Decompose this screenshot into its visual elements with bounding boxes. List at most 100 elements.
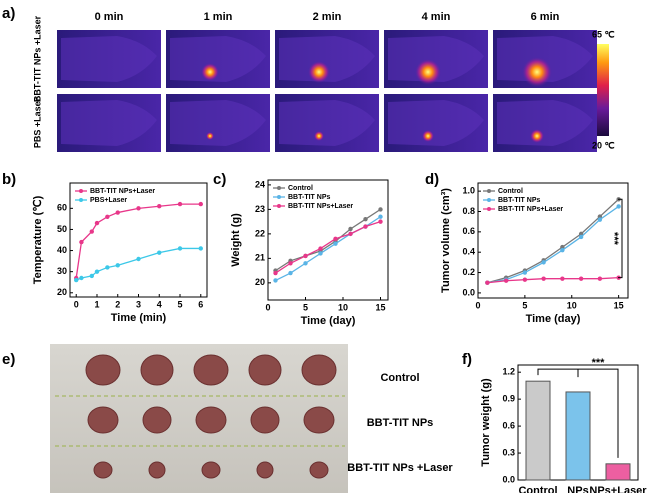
- thermal-images: 0 min 1 min 2 min 4 min 6 min BBT-TIT NPs +La…: [32, 11, 615, 152]
- y-tick-label: 20: [57, 287, 67, 297]
- x-tick-label: 6: [198, 299, 203, 309]
- hot-spot: [314, 131, 324, 141]
- x-axis-label: Time (day): [301, 315, 356, 327]
- data-point: [136, 256, 141, 262]
- data-point: [94, 220, 100, 226]
- data-point: [597, 276, 603, 281]
- x-tick-label: 3: [136, 299, 141, 309]
- data-point: [273, 278, 278, 283]
- series-line: [75, 247, 201, 281]
- mouse-outline: [497, 100, 593, 146]
- series-line: [275, 221, 381, 274]
- data-point: [522, 277, 528, 282]
- y-tick-label: 0.6: [462, 226, 475, 236]
- hot-spot: [522, 57, 552, 87]
- x-tick-label: NPs: [567, 485, 588, 493]
- legend-label: BBT-TIT NPs+Laser: [90, 188, 155, 195]
- mouse-outline: [279, 36, 375, 82]
- data-point: [79, 275, 84, 281]
- data-point: [560, 247, 565, 253]
- significance-bracket: [618, 198, 623, 279]
- tumors: [85, 354, 337, 479]
- y-tick-label: 23: [255, 204, 265, 214]
- y-tick-label: 0.9: [502, 394, 515, 404]
- data-point: [89, 273, 94, 279]
- series-line: [487, 198, 620, 284]
- legend-label: Control: [288, 185, 313, 192]
- data-point: [522, 270, 528, 275]
- legend-label: PBS+Laser: [90, 197, 127, 204]
- tumor: [250, 406, 280, 434]
- tumor: [195, 406, 227, 434]
- time-label: 1 min: [204, 11, 233, 23]
- data-point: [541, 260, 546, 265]
- legend-marker: [277, 204, 281, 208]
- tumor: [140, 354, 174, 386]
- x-tick-label: 5: [178, 299, 183, 309]
- legend-marker: [487, 207, 491, 211]
- x-tick-label: 4: [157, 299, 162, 309]
- data-point: [616, 204, 621, 209]
- hot-spot: [530, 129, 544, 143]
- series-line: [275, 208, 381, 272]
- mouse-outline: [61, 100, 157, 146]
- data-point: [157, 250, 162, 255]
- time-label: 4 min: [422, 11, 451, 23]
- panel-letter: f): [462, 351, 472, 368]
- mouse-outline: [388, 36, 484, 82]
- x-tick-label: 5: [303, 302, 308, 312]
- row-label: BBT-TIT NPs: [367, 417, 434, 429]
- y-tick-label: 20: [255, 277, 265, 287]
- row-label: PBS +Laser: [32, 97, 42, 148]
- y-tick-label: 40: [57, 245, 67, 255]
- tumor: [85, 354, 121, 386]
- data-point: [560, 244, 565, 250]
- y-tick-label: 30: [57, 266, 67, 276]
- mouse-outline: [497, 36, 593, 82]
- y-tick-label: 0.8: [462, 206, 475, 216]
- x-tick-label: 0: [265, 302, 270, 312]
- tumor: [248, 354, 282, 386]
- colorbar-label: 65 ℃: [592, 29, 615, 39]
- y-tick-label: 0.6: [502, 420, 515, 430]
- data-point: [105, 265, 110, 270]
- tumor: [87, 406, 119, 434]
- x-tick-label: 10: [567, 300, 577, 310]
- bar: [525, 380, 551, 481]
- data-point: [318, 246, 323, 251]
- data-point: [303, 253, 308, 259]
- plot-frame: [267, 179, 389, 301]
- data-point: [105, 214, 110, 219]
- hot-spot: [308, 61, 330, 83]
- legend-marker: [487, 189, 491, 193]
- tumor: [193, 354, 229, 386]
- data-point: [74, 277, 79, 283]
- mouse-outline: [279, 100, 375, 146]
- tumor: [142, 406, 172, 434]
- y-axis-label: Tumor volume (cm³): [440, 188, 452, 293]
- panel-letter: d): [425, 171, 439, 188]
- data-point: [177, 201, 183, 207]
- data-point: [115, 210, 120, 215]
- data-point: [378, 219, 383, 224]
- legend-marker: [79, 189, 83, 193]
- mouse-outline: [61, 36, 157, 82]
- y-tick-label: 21: [255, 253, 265, 263]
- annotation: ***: [608, 232, 620, 246]
- mouse-outline: [170, 100, 266, 146]
- data-point: [578, 276, 584, 281]
- data-point: [115, 263, 120, 268]
- legend-marker: [277, 186, 281, 190]
- data-point: [578, 231, 584, 237]
- legend-marker: [79, 198, 83, 202]
- y-tick-label: 0.4: [462, 247, 475, 257]
- colorbar-label: 20 ℃: [592, 140, 615, 150]
- data-point: [378, 207, 383, 212]
- data-point: [363, 224, 368, 229]
- hot-spot: [415, 59, 441, 85]
- data-point: [136, 206, 141, 211]
- data-point: [79, 239, 84, 245]
- legend-label: Control: [498, 188, 523, 195]
- data-point: [89, 229, 94, 234]
- data-point: [597, 214, 603, 219]
